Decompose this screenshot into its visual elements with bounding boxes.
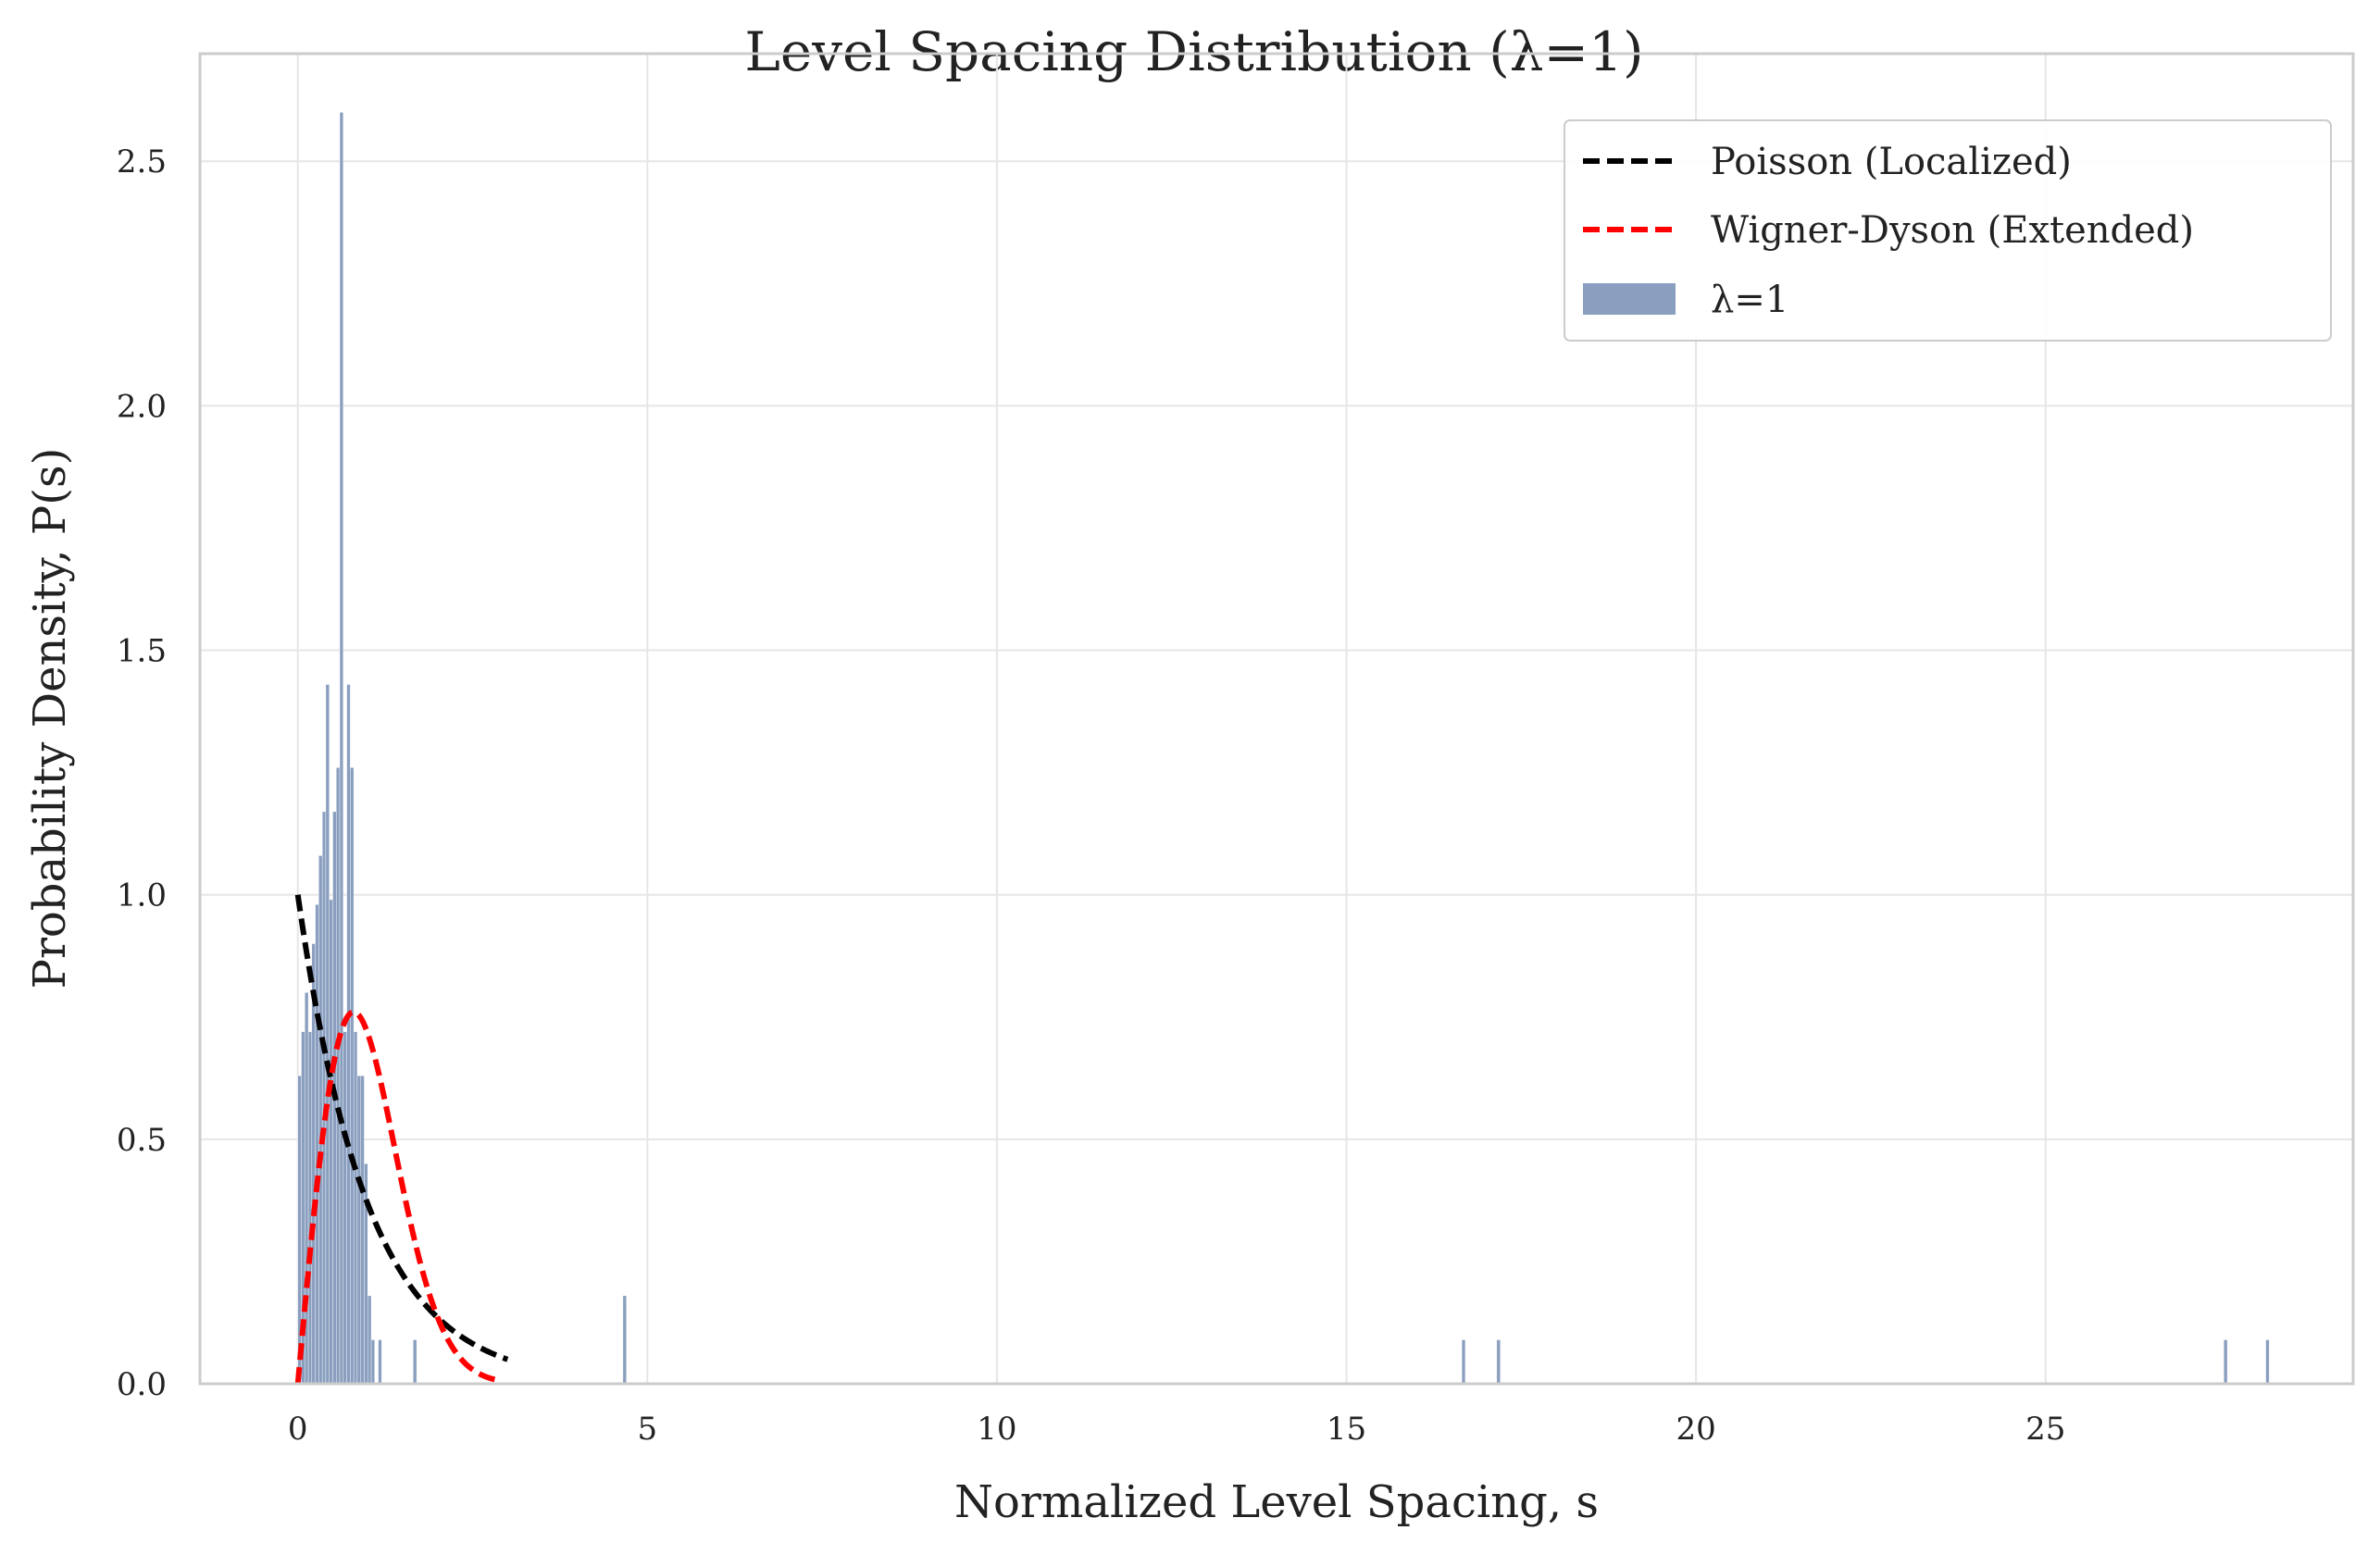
theory-curves xyxy=(294,894,509,1385)
histogram-bar xyxy=(1461,1339,1466,1385)
histogram-bar xyxy=(353,1031,358,1385)
histogram-bar xyxy=(315,904,319,1385)
histogram-bar xyxy=(307,1031,313,1385)
y-tick-label: 2.5 xyxy=(117,143,167,180)
histogram-bar xyxy=(339,112,344,1385)
histogram-bar xyxy=(413,1339,417,1385)
legend-poisson-label: Poisson (Localized) xyxy=(1711,141,2072,183)
histogram-bar xyxy=(370,1339,375,1385)
histogram-bar xyxy=(2265,1339,2270,1385)
histogram-bar xyxy=(2224,1339,2228,1385)
histogram-bar xyxy=(297,1075,302,1385)
x-tick-label: 25 xyxy=(2025,1411,2065,1448)
x-tick-label: 20 xyxy=(1676,1411,1715,1448)
histogram-bar xyxy=(311,943,316,1385)
legend-wigner-label: Wigner-Dyson (Extended) xyxy=(1711,209,2194,252)
x-axis-title: Normalized Level Spacing, s xyxy=(954,1476,1599,1528)
y-axis-title: Probability Density, P(s) xyxy=(24,448,76,989)
histogram-bar xyxy=(622,1295,627,1385)
histogram-bar xyxy=(350,767,355,1385)
wigner-dyson-curve xyxy=(294,1009,502,1385)
x-tick-label: 10 xyxy=(977,1411,1016,1448)
poisson-curve xyxy=(294,894,509,1362)
legend-box xyxy=(1564,119,2332,342)
histogram-bar xyxy=(1496,1339,1501,1385)
chart-title: Level Spacing Distribution (λ=1) xyxy=(744,20,1643,83)
x-ticks: 0 5 10 15 20 25 xyxy=(288,1411,2065,1448)
plot-frame xyxy=(198,52,2355,1386)
histogram-bar xyxy=(346,684,351,1385)
histogram-bar xyxy=(378,1339,382,1385)
legend-hist-swatch xyxy=(1583,283,1676,315)
histogram-bar xyxy=(325,684,330,1385)
x-tick-label: 0 xyxy=(288,1411,308,1448)
y-tick-label: 0.5 xyxy=(117,1122,167,1159)
y-tick-label: 0.0 xyxy=(117,1366,167,1403)
y-tick-label: 1.5 xyxy=(117,633,167,670)
histogram-bar xyxy=(360,1075,365,1385)
histogram-bar xyxy=(356,1075,361,1385)
histogram-bar xyxy=(329,899,333,1385)
y-ticks: 0.0 0.5 1.0 1.5 2.0 2.5 xyxy=(117,143,167,1403)
x-tick-label: 5 xyxy=(638,1411,658,1448)
legend: Poisson (Localized) Wigner-Dyson (Extend… xyxy=(1564,119,2332,342)
histogram-bar xyxy=(343,1031,347,1385)
histogram-bar xyxy=(336,767,341,1385)
histogram-bar xyxy=(321,811,327,1385)
x-tick-label: 15 xyxy=(1327,1411,1366,1448)
histogram-bar xyxy=(318,855,323,1385)
legend-hist-label: λ=1 xyxy=(1711,279,1788,321)
histogram-bar xyxy=(368,1295,372,1385)
histogram-bar xyxy=(364,1163,368,1385)
y-tick-label: 2.0 xyxy=(117,388,167,425)
y-tick-label: 1.0 xyxy=(117,877,167,914)
